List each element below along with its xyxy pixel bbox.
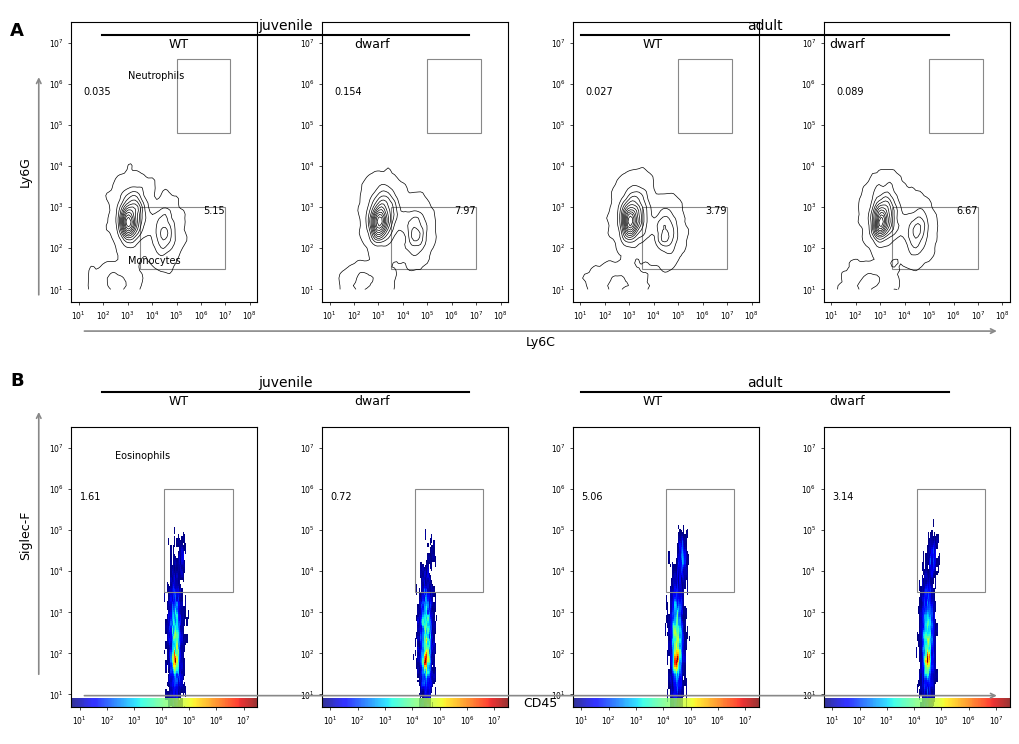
Text: Ly6G: Ly6G bbox=[19, 155, 32, 187]
Text: 0.027: 0.027 bbox=[585, 87, 612, 97]
Text: CD45: CD45 bbox=[523, 696, 557, 710]
Text: B: B bbox=[10, 372, 23, 390]
Text: Eosinophils: Eosinophils bbox=[115, 451, 170, 461]
Text: 3.79: 3.79 bbox=[704, 206, 726, 217]
Text: Siglec-F: Siglec-F bbox=[19, 511, 32, 560]
Text: A: A bbox=[10, 22, 24, 40]
Text: WT: WT bbox=[168, 38, 189, 51]
Text: dwarf: dwarf bbox=[355, 395, 389, 408]
Text: Monocytes: Monocytes bbox=[127, 256, 180, 266]
Text: Ly6C: Ly6C bbox=[525, 336, 555, 349]
Text: adult: adult bbox=[747, 376, 782, 390]
Text: dwarf: dwarf bbox=[828, 38, 863, 51]
Text: dwarf: dwarf bbox=[828, 395, 863, 408]
Text: 0.089: 0.089 bbox=[836, 87, 863, 97]
Text: 5.06: 5.06 bbox=[581, 493, 602, 502]
Text: WT: WT bbox=[642, 38, 662, 51]
FancyBboxPatch shape bbox=[427, 60, 481, 133]
Text: 6.67: 6.67 bbox=[955, 206, 976, 217]
Text: 7.97: 7.97 bbox=[453, 206, 476, 217]
Text: 0.035: 0.035 bbox=[84, 87, 111, 97]
Text: juvenile: juvenile bbox=[258, 376, 313, 390]
Text: 5.15: 5.15 bbox=[203, 206, 225, 217]
Text: dwarf: dwarf bbox=[355, 38, 389, 51]
Text: 0.72: 0.72 bbox=[330, 493, 352, 502]
Text: adult: adult bbox=[747, 19, 782, 33]
Text: 0.154: 0.154 bbox=[334, 87, 362, 97]
Text: WT: WT bbox=[168, 395, 189, 408]
FancyBboxPatch shape bbox=[176, 60, 230, 133]
Text: Neutrophils: Neutrophils bbox=[127, 71, 183, 81]
Text: 1.61: 1.61 bbox=[79, 493, 101, 502]
Text: WT: WT bbox=[642, 395, 662, 408]
FancyBboxPatch shape bbox=[678, 60, 732, 133]
Text: juvenile: juvenile bbox=[258, 19, 313, 33]
Text: 3.14: 3.14 bbox=[832, 493, 853, 502]
FancyBboxPatch shape bbox=[928, 60, 982, 133]
